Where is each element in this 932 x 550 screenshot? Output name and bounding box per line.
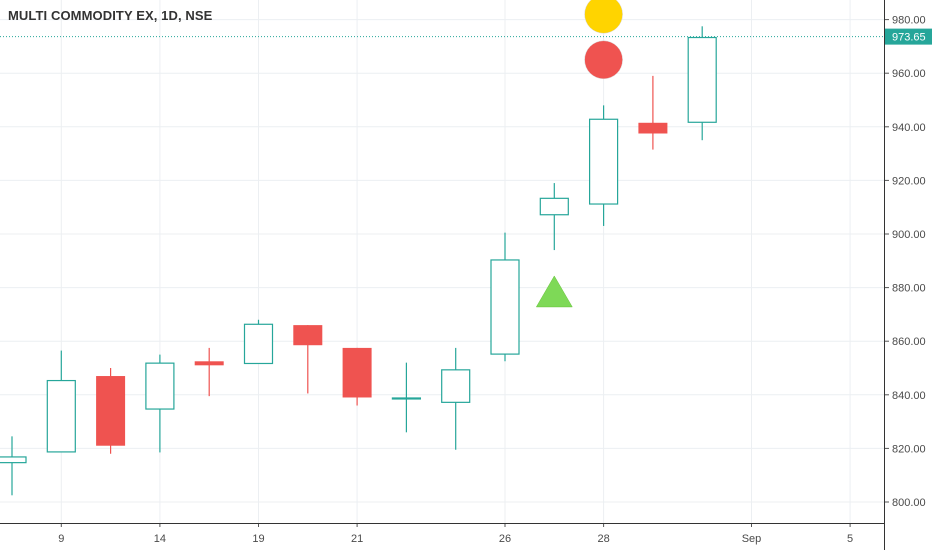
candle-body [96,376,126,446]
grid-lines [0,0,884,523]
x-tick-label: 5 [847,533,853,545]
candle-body [490,259,520,355]
candle-up [588,105,619,226]
y-tick-label: 840.00 [892,390,926,402]
triangle-up-marker [535,275,573,308]
y-tick-label: 820.00 [892,443,926,455]
x-tick-label: 28 [597,533,609,545]
candle-down [293,325,323,394]
candle-series [0,26,717,496]
last-price-label: 973.65 [892,32,926,44]
chart-title: MULTI COMMODITY EX, 1D, NSE [8,8,213,23]
signal-markers [535,0,623,308]
candle-up [46,350,76,453]
candle-up [441,347,471,450]
circle-marker [584,0,623,34]
candle-body [638,122,668,134]
y-tick-label: 960.00 [892,68,926,80]
x-tick-label: 21 [351,533,363,545]
y-tick-label: 800.00 [892,497,926,509]
x-tick-label: 14 [154,533,166,545]
candle-up [145,354,175,453]
candle-up [539,183,569,251]
candle-body [588,118,619,205]
candle-body [539,197,569,216]
candle-body [293,325,323,346]
candle-down [96,368,126,454]
x-tick-label: Sep [742,533,762,545]
candle-body [145,362,175,410]
y-tick-label: 980.00 [892,15,926,27]
y-tick-label: 900.00 [892,229,926,241]
candle-up [0,436,27,496]
candle-body [342,347,372,398]
circle-marker [584,40,623,80]
candle-body [243,323,274,365]
candle-up [391,362,421,433]
x-tick-label: 26 [499,533,511,545]
candle-body [46,379,76,453]
candle-body [391,397,421,400]
y-tick-label: 940.00 [892,122,926,134]
x-tick-label: 9 [58,533,64,545]
candle-body [194,361,224,366]
candle-up [243,319,274,365]
candle-body [441,369,471,403]
candle-up [687,26,717,141]
candle-up [490,232,520,362]
candle-down [194,347,224,397]
y-tick-label: 860.00 [892,336,926,348]
candle-down [638,75,668,150]
y-tick-label: 920.00 [892,175,926,187]
candle-down [342,347,372,406]
last-price-badge [885,28,932,45]
y-tick-label: 880.00 [892,283,926,295]
candle-body [687,36,717,123]
candle-body [0,456,27,464]
x-tick-label: 19 [252,533,264,545]
